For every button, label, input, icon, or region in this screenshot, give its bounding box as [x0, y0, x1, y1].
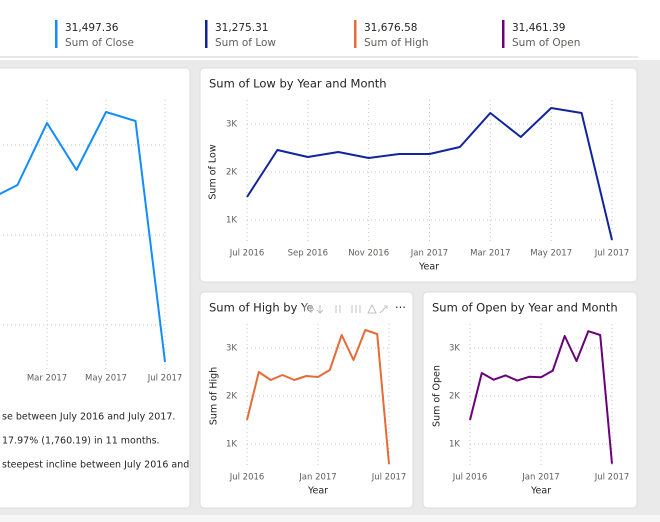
kpi-accent [205, 20, 208, 48]
x-tick-label: Jan 2017 [410, 249, 448, 259]
y-axis-title: Sum of Open [432, 365, 443, 427]
kpi-value: 31,497.36 [65, 22, 119, 34]
x-tick-label: Jul 2017 [147, 374, 183, 384]
chart-title: Sum of Open by Year and Month [432, 301, 618, 315]
y-axis-title: Sum of Low [208, 144, 219, 199]
y-axis-title: Sum of High [209, 367, 220, 425]
narrative-line: 17.97% (1,760.19) in 11 months. [2, 436, 160, 447]
chart-title: Sum of High by Ye [209, 301, 314, 315]
y-tick-label: 3K [226, 120, 237, 130]
kpi-label: Sum of Low [215, 37, 276, 49]
x-tick-label: Jul 2017 [371, 473, 407, 483]
x-axis-title: Year [307, 486, 328, 497]
expand-icon[interactable] [335, 305, 341, 313]
toolbar-bg [304, 301, 392, 317]
kpi-value: 31,676.58 [364, 22, 417, 34]
x-tick-label: Jul 2016 [229, 249, 265, 259]
expand-all-icon[interactable] [351, 305, 361, 313]
x-tick-label: Jan 2017 [521, 473, 559, 483]
more-options[interactable]: ··· [395, 301, 406, 315]
data-line [469, 330, 613, 464]
kpi-label: Sum of High [364, 37, 428, 49]
kpi-label: Sum of Close [65, 37, 134, 49]
x-tick-label: Jul 2017 [594, 473, 630, 483]
y-tick-label: 1K [449, 440, 460, 450]
y-tick-label: 1K [226, 440, 237, 450]
kpi-accent [502, 20, 505, 48]
x-axis-title: Year [530, 486, 551, 497]
data-line [246, 107, 613, 241]
narrative-line: steepest incline between July 2016 and [2, 460, 189, 471]
y-tick-label: 2K [226, 392, 237, 402]
drill-down-icon[interactable] [316, 305, 324, 314]
kpi-value: 31,461.39 [512, 22, 565, 34]
filter-icon[interactable] [367, 304, 377, 314]
x-tick-label: Jul 2016 [452, 473, 488, 483]
x-tick-label: Jul 2016 [229, 473, 265, 483]
x-tick-label: Sep 2016 [288, 249, 328, 259]
bottom-strip [0, 515, 660, 522]
y-tick-label: 3K [226, 344, 237, 354]
x-tick-label: Mar 2017 [470, 249, 510, 259]
y-tick-label: 1K [226, 216, 237, 226]
card-strip [0, 0, 660, 60]
x-tick-label: Mar 2017 [27, 374, 67, 384]
kpi-value: 31,275.31 [215, 22, 268, 34]
data-line [246, 329, 390, 465]
narrative-line: se between July 2016 and July 2017. [2, 412, 175, 423]
x-axis-title: Year [418, 262, 439, 273]
y-tick-label: 2K [226, 168, 237, 178]
x-tick-label: Nov 2016 [348, 249, 389, 259]
x-tick-label: Jan 2017 [298, 473, 336, 483]
x-tick-label: May 2017 [530, 249, 572, 259]
kpi-accent [354, 20, 357, 48]
focus-icon[interactable] [379, 305, 388, 314]
kpi-label: Sum of Open [512, 37, 580, 49]
x-tick-label: May 2017 [85, 374, 127, 384]
chart-title: Sum of Low by Year and Month [209, 77, 387, 91]
x-tick-label: Jul 2017 [594, 249, 630, 259]
drill-up-icon[interactable] [307, 304, 315, 313]
kpi-accent [55, 20, 58, 48]
y-tick-label: 3K [449, 344, 460, 354]
y-tick-label: 2K [449, 392, 460, 402]
panel [199, 67, 638, 283]
visual-toolbar[interactable] [304, 301, 392, 317]
data-line [0, 111, 166, 363]
